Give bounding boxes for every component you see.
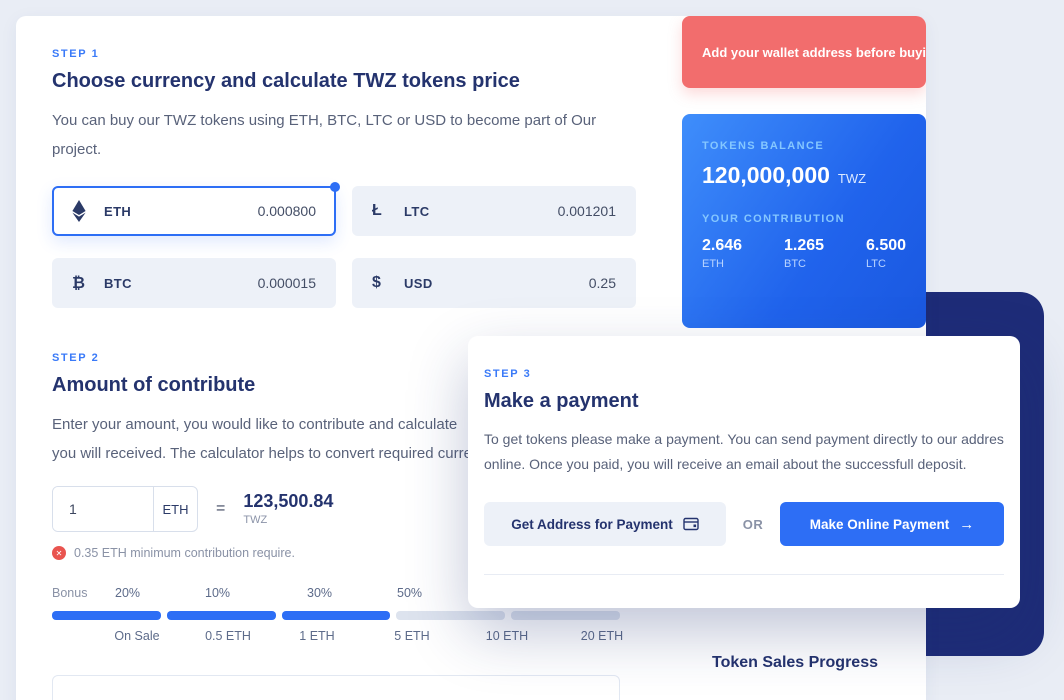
bonus-label: Bonus [52, 586, 88, 600]
step3-description-line1: To get tokens please make a payment. You… [484, 431, 1004, 447]
selected-indicator-dot [330, 182, 340, 192]
bonus-bar-segment [166, 611, 276, 620]
contribution-unit: LTC [866, 258, 886, 270]
make-online-payment-button[interactable]: Make Online Payment → [780, 502, 1004, 546]
bonus-tier-30: 30% [307, 586, 333, 600]
bonus-bar-segment [281, 611, 391, 620]
currency-code: LTC [404, 203, 430, 219]
currency-code: ETH [104, 203, 132, 219]
conversion-result: 123,500.84 TWZ [243, 490, 334, 527]
scale-on-sale: On Sale [114, 629, 160, 643]
bitcoin-icon: ₿ [72, 273, 86, 292]
token-sales-progress-title: Token Sales Progress [712, 654, 878, 671]
get-address-button[interactable]: Get Address for Payment [484, 502, 726, 546]
step3-payment-card: STEP 3 Make a payment To get tokens plea… [468, 336, 1020, 608]
amount-unit-label: ETH [153, 487, 197, 531]
ethereum-icon [72, 200, 96, 222]
currency-tile-eth[interactable]: ETH 0.000800 [52, 182, 340, 236]
currency-tile-usd[interactable]: $ USD 0.25 [352, 258, 636, 308]
step3-label: STEP 3 [484, 368, 532, 380]
tokens-balance-unit: TWZ [837, 171, 867, 186]
contributions-row: 2.646 ETH 1.265 BTC 6.500 LTC [702, 237, 926, 270]
contribution-value: 6.500 [866, 237, 907, 254]
contribution-unit: ETH [702, 258, 724, 270]
scale-5-eth: 5 ETH [394, 629, 430, 643]
result-value: 123,500.84 [243, 490, 334, 511]
contribution-ltc: 6.500 LTC [866, 237, 926, 270]
bonus-bar-segment [396, 611, 506, 620]
currency-tile-ltc[interactable]: Ł LTC 0.001201 [352, 186, 636, 236]
scale-20-eth: 20 ETH [580, 629, 624, 643]
step1-title: Choose currency and calculate TWZ tokens… [52, 70, 520, 92]
currency-rate: 0.001201 [557, 203, 616, 219]
bonus-bar-segment [52, 611, 161, 620]
steps-column: STEP 1 Choose currency and calculate TWZ… [52, 48, 636, 700]
contribution-value: 1.265 [784, 237, 825, 254]
step3-title: Make a payment [484, 390, 639, 412]
payment-divider [484, 574, 1004, 575]
error-message: 0.35 ETH minimum contribution require. [74, 546, 295, 560]
amount-input-group: ETH [52, 486, 198, 532]
address-window-icon [683, 517, 699, 531]
currency-rate: 0.000800 [257, 203, 316, 219]
bonus-tier-10: 10% [205, 586, 231, 600]
currency-tile-btc[interactable]: ₿ BTC 0.000015 [52, 258, 336, 308]
your-contribution-caption: YOUR CONTRIBUTION [702, 213, 845, 225]
or-label: OR [742, 516, 764, 532]
contribution-btc: 1.265 BTC [784, 237, 856, 270]
step2-label: STEP 2 [52, 352, 100, 364]
bonus-tier-row: Bonus 20% 10% 30% 50% [52, 586, 620, 603]
online-payment-label: Make Online Payment [809, 516, 950, 532]
minimum-contribution-error: ✕ 0.35 ETH minimum contribution require. [52, 546, 636, 560]
dollar-icon: $ [372, 274, 381, 291]
step3-description-line2: online. Once you paid, you will receive … [484, 455, 967, 472]
contribution-unit: BTC [784, 258, 806, 270]
contribution-value: 2.646 [702, 237, 743, 254]
currency-code: USD [404, 275, 433, 291]
tokens-balance-value-row: 120,000,000 TWZ [702, 162, 926, 189]
amount-input[interactable] [53, 487, 153, 531]
scale-1-eth: 1 ETH [299, 629, 335, 643]
currency-selector: ETH 0.000800 Ł LTC 0.001201 ₿ BTC 0.0000… [52, 182, 636, 308]
bonus-bar [52, 611, 620, 620]
bonus-bar-segment [511, 611, 620, 620]
amount-calculator: ETH = 123,500.84 TWZ [52, 486, 636, 532]
litecoin-icon: Ł [372, 202, 382, 219]
bonus-tier-20: 20% [115, 586, 141, 600]
tokens-balance-caption: TOKENS BALANCE [702, 140, 825, 152]
step2-description: Enter your amount, you would like to con… [52, 411, 636, 468]
arrow-right-icon: → [959, 515, 975, 533]
step1-description: You can buy our TWZ tokens using ETH, BT… [52, 112, 597, 158]
wallet-alert-banner[interactable]: Add your wallet address before buying [682, 16, 926, 88]
bonus-tier-50: 50% [397, 586, 423, 600]
step1-label: STEP 1 [52, 48, 100, 60]
step3-description: To get tokens please make a payment. You… [484, 427, 1004, 476]
scale-10-eth: 10 ETH [485, 629, 529, 643]
bonus-totals-box: + 20% SALE BONUS + 30% AMOUNT BONUS TOTA… [52, 675, 620, 700]
payment-actions-row: Get Address for Payment OR Make Online P… [484, 502, 1004, 546]
tokens-balance-value: 120,000,000 [702, 162, 830, 188]
currency-code: BTC [104, 275, 132, 291]
error-cross-icon: ✕ [52, 546, 66, 560]
step2-description-line2: you will received. The calculator helps … [52, 444, 496, 462]
wallet-alert-text: Add your wallet address before buying [702, 44, 926, 60]
currency-rate: 0.000015 [257, 275, 316, 291]
sidebar: Add your wallet address before buying TO… [682, 16, 926, 700]
bonus-progress: Bonus 20% 10% 30% 50% On Sale 0.5 ETH 1 [52, 586, 624, 645]
equals-sign: = [216, 500, 226, 517]
step2-title: Amount of contribute [52, 374, 256, 396]
bonus-scale: On Sale 0.5 ETH 1 ETH 5 ETH 10 ETH 20 ET… [52, 629, 624, 645]
contribution-eth: 2.646 ETH [702, 237, 774, 270]
currency-rate: 0.25 [588, 275, 616, 291]
step2-description-line1: Enter your amount, you would like to con… [52, 416, 458, 433]
get-address-label: Get Address for Payment [511, 516, 673, 532]
tokens-balance-card: TOKENS BALANCE 120,000,000 TWZ YOUR CONT… [682, 114, 926, 328]
scale-0-5-eth: 0.5 ETH [205, 629, 251, 643]
result-unit: TWZ [243, 514, 268, 527]
